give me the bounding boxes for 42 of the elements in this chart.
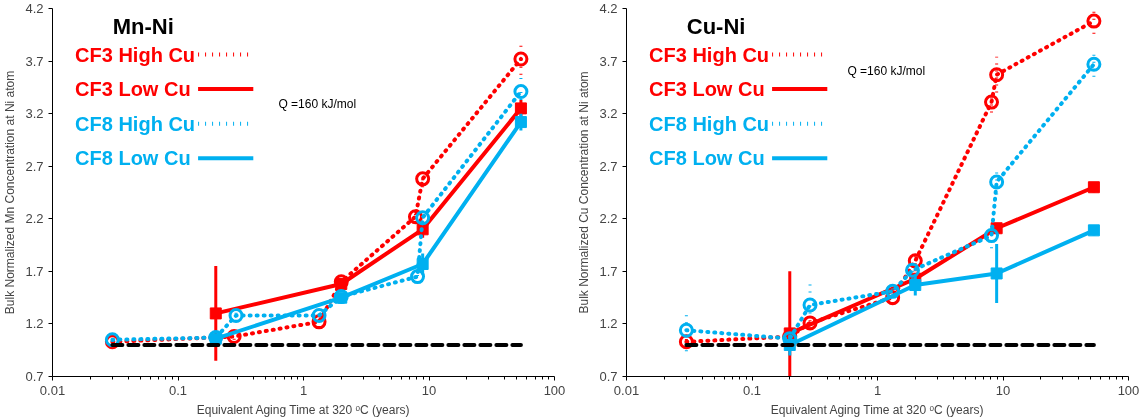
x-axis-title: Equivalent Aging Time at 320 ᵒC (years) (770, 402, 984, 417)
chart-title: Cu-Ni (686, 14, 746, 40)
x-tick-label: 10 (995, 382, 1011, 398)
y-tick-label: 0.7 (599, 369, 618, 384)
y-tick-label: 4.2 (25, 1, 44, 16)
y-tick-label: 2.7 (599, 158, 618, 174)
x-tick-label: 1 (299, 382, 308, 398)
legend-label: CF3 Low Cu (75, 78, 191, 101)
y-tick-label: 1.2 (599, 316, 618, 332)
y-tick-label: 3.7 (599, 53, 618, 69)
x-tick-label: 100 (1117, 382, 1140, 398)
y-tick-label: 3.7 (25, 53, 44, 69)
annotation: Q =160 kJ/mol (847, 64, 926, 79)
y-tick-label: 0.7 (25, 369, 44, 384)
y-tick-label: 1.2 (25, 316, 44, 332)
legend-label: CF3 Low Cu (649, 78, 765, 101)
x-tick-label: 0.1 (168, 382, 188, 398)
annotation: Q =160 kJ/mol (278, 97, 357, 112)
y-tick-label: 3.2 (25, 106, 44, 122)
y-tick-label: 2.2 (25, 211, 44, 227)
x-axis-title: Equivalent Aging Time at 320 ᵒC (years) (196, 402, 410, 417)
chart-title: Mn-Ni (112, 14, 174, 40)
y-axis-title: Bulk Normalized Mn Concentration at Ni atom (3, 70, 18, 315)
legend-label: CF8 Low Cu (649, 147, 765, 170)
x-tick-label: 0.01 (613, 382, 640, 398)
x-tick-label: 100 (543, 382, 566, 398)
legend-label: CF8 Low Cu (75, 147, 191, 170)
legend-label: CF8 High Cu (75, 112, 196, 135)
y-tick-label: 4.2 (599, 1, 618, 16)
y-tick-label: 2.2 (599, 211, 618, 227)
x-tick-label: 0.1 (742, 382, 762, 398)
y-tick-label: 1.7 (599, 263, 618, 279)
x-tick-label: 0.01 (39, 382, 66, 398)
legend-label: CF3 High Cu (75, 43, 196, 66)
y-tick-label: 2.7 (25, 158, 44, 174)
legend-label: CF3 High Cu (649, 43, 770, 66)
x-tick-label: 10 (421, 382, 437, 398)
x-tick-label: 1 (873, 382, 882, 398)
y-tick-label: 3.2 (599, 106, 618, 122)
y-tick-label: 1.7 (25, 263, 44, 279)
y-axis-title: Bulk Normalized Cu Concentration at Ni atom (577, 71, 592, 314)
legend-label: CF8 High Cu (649, 112, 770, 135)
